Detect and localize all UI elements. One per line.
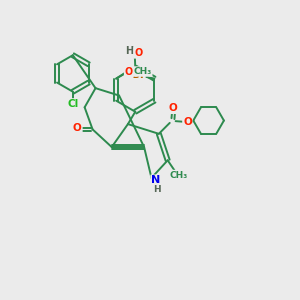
Text: H: H (125, 46, 134, 56)
Text: H: H (153, 185, 160, 194)
Text: Cl: Cl (67, 99, 79, 109)
Text: O: O (168, 103, 177, 113)
Text: Br: Br (132, 70, 145, 80)
Text: CH₃: CH₃ (134, 67, 152, 76)
Text: O: O (125, 67, 133, 77)
Text: N: N (151, 175, 160, 185)
Text: O: O (183, 117, 192, 127)
Text: O: O (73, 123, 82, 133)
Text: CH₃: CH₃ (169, 170, 188, 179)
Text: O: O (134, 48, 142, 58)
